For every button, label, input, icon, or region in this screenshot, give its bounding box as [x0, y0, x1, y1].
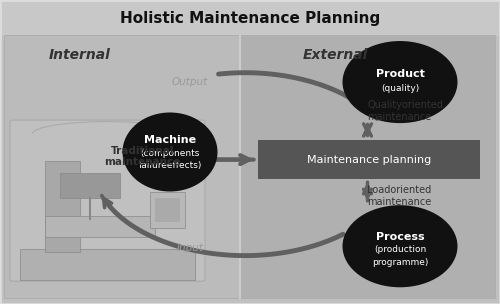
- Bar: [45, 216, 155, 237]
- Bar: [150, 192, 185, 228]
- Text: Traditional
maintenance: Traditional maintenance: [104, 146, 180, 168]
- Text: (components: (components: [140, 149, 200, 158]
- Ellipse shape: [122, 112, 218, 192]
- Bar: [0, 0, 500, 36]
- Text: Machine: Machine: [144, 135, 196, 145]
- Text: Product: Product: [376, 70, 424, 79]
- Text: Internal: Internal: [49, 48, 111, 62]
- Text: Loadoriented
maintenance: Loadoriented maintenance: [368, 185, 432, 207]
- Text: Input: Input: [176, 243, 204, 253]
- FancyBboxPatch shape: [5, 36, 495, 298]
- Text: Maintenance planning: Maintenance planning: [306, 155, 431, 164]
- Bar: [20, 249, 195, 280]
- Text: Holistic Maintenance Planning: Holistic Maintenance Planning: [120, 11, 380, 26]
- Text: Output: Output: [172, 77, 208, 87]
- Text: Qualityoriented
maintenance: Qualityoriented maintenance: [368, 100, 444, 122]
- Text: External: External: [302, 48, 368, 62]
- Bar: [5, 36, 240, 298]
- Bar: [60, 173, 120, 198]
- Bar: [240, 36, 495, 298]
- Text: (quality): (quality): [381, 84, 419, 93]
- Bar: [258, 140, 480, 179]
- FancyBboxPatch shape: [10, 120, 205, 281]
- Text: Process: Process: [376, 232, 424, 242]
- Ellipse shape: [342, 41, 458, 123]
- Bar: [155, 198, 180, 222]
- Text: (production: (production: [374, 245, 426, 254]
- Bar: [45, 161, 80, 252]
- Text: failureeffects): failureeffects): [138, 161, 202, 170]
- Ellipse shape: [342, 205, 458, 287]
- Text: programme): programme): [372, 258, 428, 268]
